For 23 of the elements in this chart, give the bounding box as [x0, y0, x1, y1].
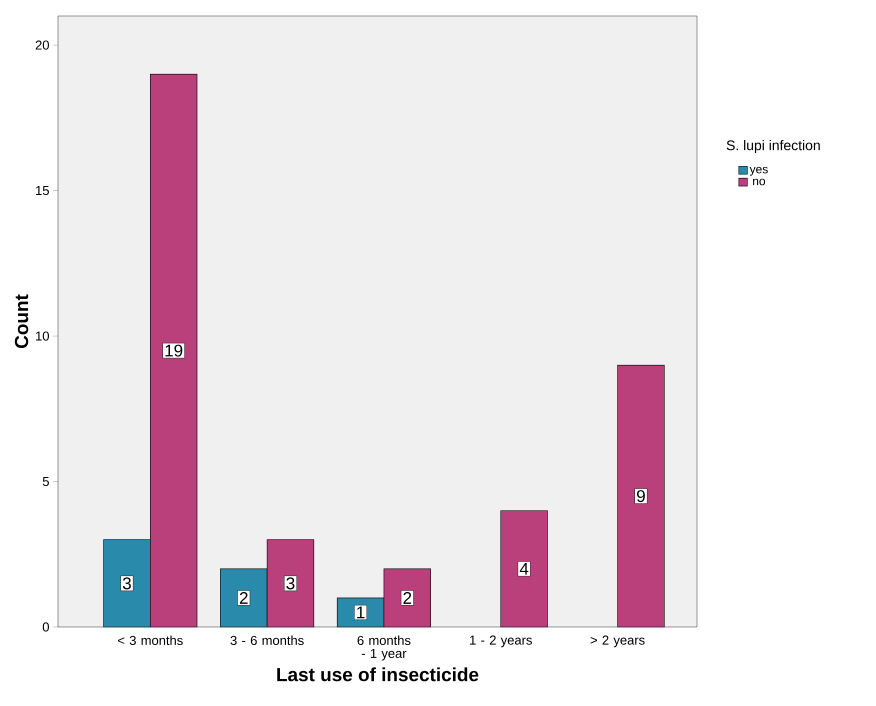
x-axis-title: Last use of insecticide: [277, 667, 478, 682]
data-label: 3: [122, 577, 131, 590]
y-tick-label: 20: [36, 40, 49, 50]
x-tick-label: 3 - 6 months: [230, 636, 304, 646]
y-tick-label: 15: [36, 186, 49, 196]
data-label: 3: [286, 577, 294, 590]
data-label: 2: [403, 592, 412, 604]
y-tick-label: 10: [36, 331, 49, 341]
y-axis-title: Count: [14, 294, 28, 348]
data-label: 1: [357, 606, 364, 618]
y-tick-label: 0: [42, 622, 49, 632]
data-label: 4: [520, 562, 528, 575]
legend-label: no: [753, 178, 766, 186]
y-tick-label: 5: [42, 477, 49, 486]
data-label: 2: [240, 592, 248, 604]
data-label: 9: [637, 490, 645, 502]
x-tick-label: 6 months - 1 year: [358, 636, 410, 661]
data-label: 19: [166, 344, 182, 357]
x-tick-label: > 2 years: [590, 636, 645, 648]
x-tick-label: 1 - 2 years: [470, 636, 532, 648]
legend-title: S. lupi infection: [726, 140, 820, 153]
x-tick-label: < 3 months: [118, 636, 183, 646]
legend-label: yes: [750, 166, 768, 176]
